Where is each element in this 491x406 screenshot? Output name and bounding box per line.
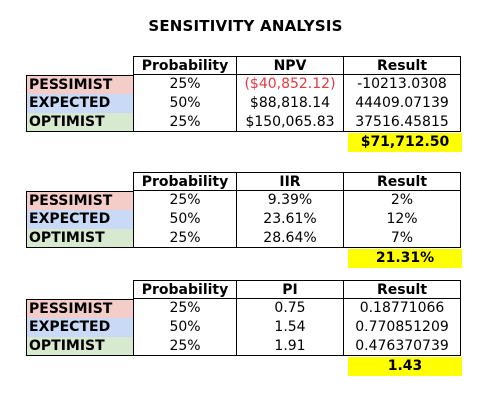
pi-total-highlight: 1.43 xyxy=(348,357,462,376)
result-cell: 12% xyxy=(343,210,461,229)
probability-cell: 50% xyxy=(133,94,236,113)
iir-value-cell: 23.61% xyxy=(236,210,343,229)
pi-value-cell: 0.75 xyxy=(236,299,343,318)
probability-cell: 25% xyxy=(133,191,236,210)
result-cell: 0.18771066 xyxy=(343,299,461,318)
header-pi: PI xyxy=(236,280,343,299)
scenario-label-optimist: OPTIMIST xyxy=(26,229,133,248)
header-probability: Probability xyxy=(133,280,236,299)
probability-cell: 25% xyxy=(133,299,236,318)
probability-cell: 25% xyxy=(133,75,236,94)
npv-value-cell: ($40,852.12) xyxy=(236,75,343,94)
result-cell: 44409.07139 xyxy=(343,94,461,113)
scenario-label-optimist: OPTIMIST xyxy=(26,337,133,356)
iir-value-cell: 9.39% xyxy=(236,191,343,210)
scenario-label-expected: EXPECTED xyxy=(26,210,133,229)
scenario-label-pessimist: PESSIMIST xyxy=(26,75,133,94)
header-probability: Probability xyxy=(133,56,236,75)
result-cell: 2% xyxy=(343,191,461,210)
probability-cell: 25% xyxy=(133,337,236,356)
header-iir: IIR xyxy=(236,172,343,191)
result-cell: 0.770851209 xyxy=(343,318,461,337)
probability-cell: 50% xyxy=(133,318,236,337)
probability-cell: 50% xyxy=(133,210,236,229)
header-npv: NPV xyxy=(236,56,343,75)
scenario-label-expected: EXPECTED xyxy=(26,94,133,113)
probability-cell: 25% xyxy=(133,113,236,132)
result-cell: 37516.45815 xyxy=(343,113,461,132)
page-title: SENSITIVITY ANALYSIS xyxy=(148,17,343,35)
header-result: Result xyxy=(343,280,461,299)
pi-value-cell: 1.91 xyxy=(236,337,343,356)
scenario-label-optimist: OPTIMIST xyxy=(26,113,133,132)
iir-total-highlight: 21.31% xyxy=(348,249,462,268)
result-cell: -10213.0308 xyxy=(343,75,461,94)
header-probability: Probability xyxy=(133,172,236,191)
npv-total-highlight: $71,712.50 xyxy=(348,133,462,152)
result-cell: 7% xyxy=(343,229,461,248)
scenario-label-pessimist: PESSIMIST xyxy=(26,191,133,210)
pi-value-cell: 1.54 xyxy=(236,318,343,337)
scenario-label-expected: EXPECTED xyxy=(26,318,133,337)
header-result: Result xyxy=(343,172,461,191)
iir-value-cell: 28.64% xyxy=(236,229,343,248)
scenario-label-pessimist: PESSIMIST xyxy=(26,299,133,318)
result-cell: 0.476370739 xyxy=(343,337,461,356)
npv-value-cell: $150,065.83 xyxy=(236,113,343,132)
header-result: Result xyxy=(343,56,461,75)
npv-value-cell: $88,818.14 xyxy=(236,94,343,113)
probability-cell: 25% xyxy=(133,229,236,248)
